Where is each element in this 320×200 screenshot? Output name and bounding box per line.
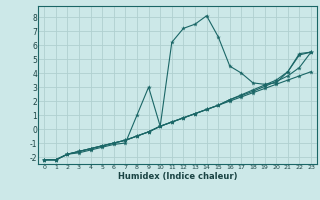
X-axis label: Humidex (Indice chaleur): Humidex (Indice chaleur)	[118, 172, 237, 181]
